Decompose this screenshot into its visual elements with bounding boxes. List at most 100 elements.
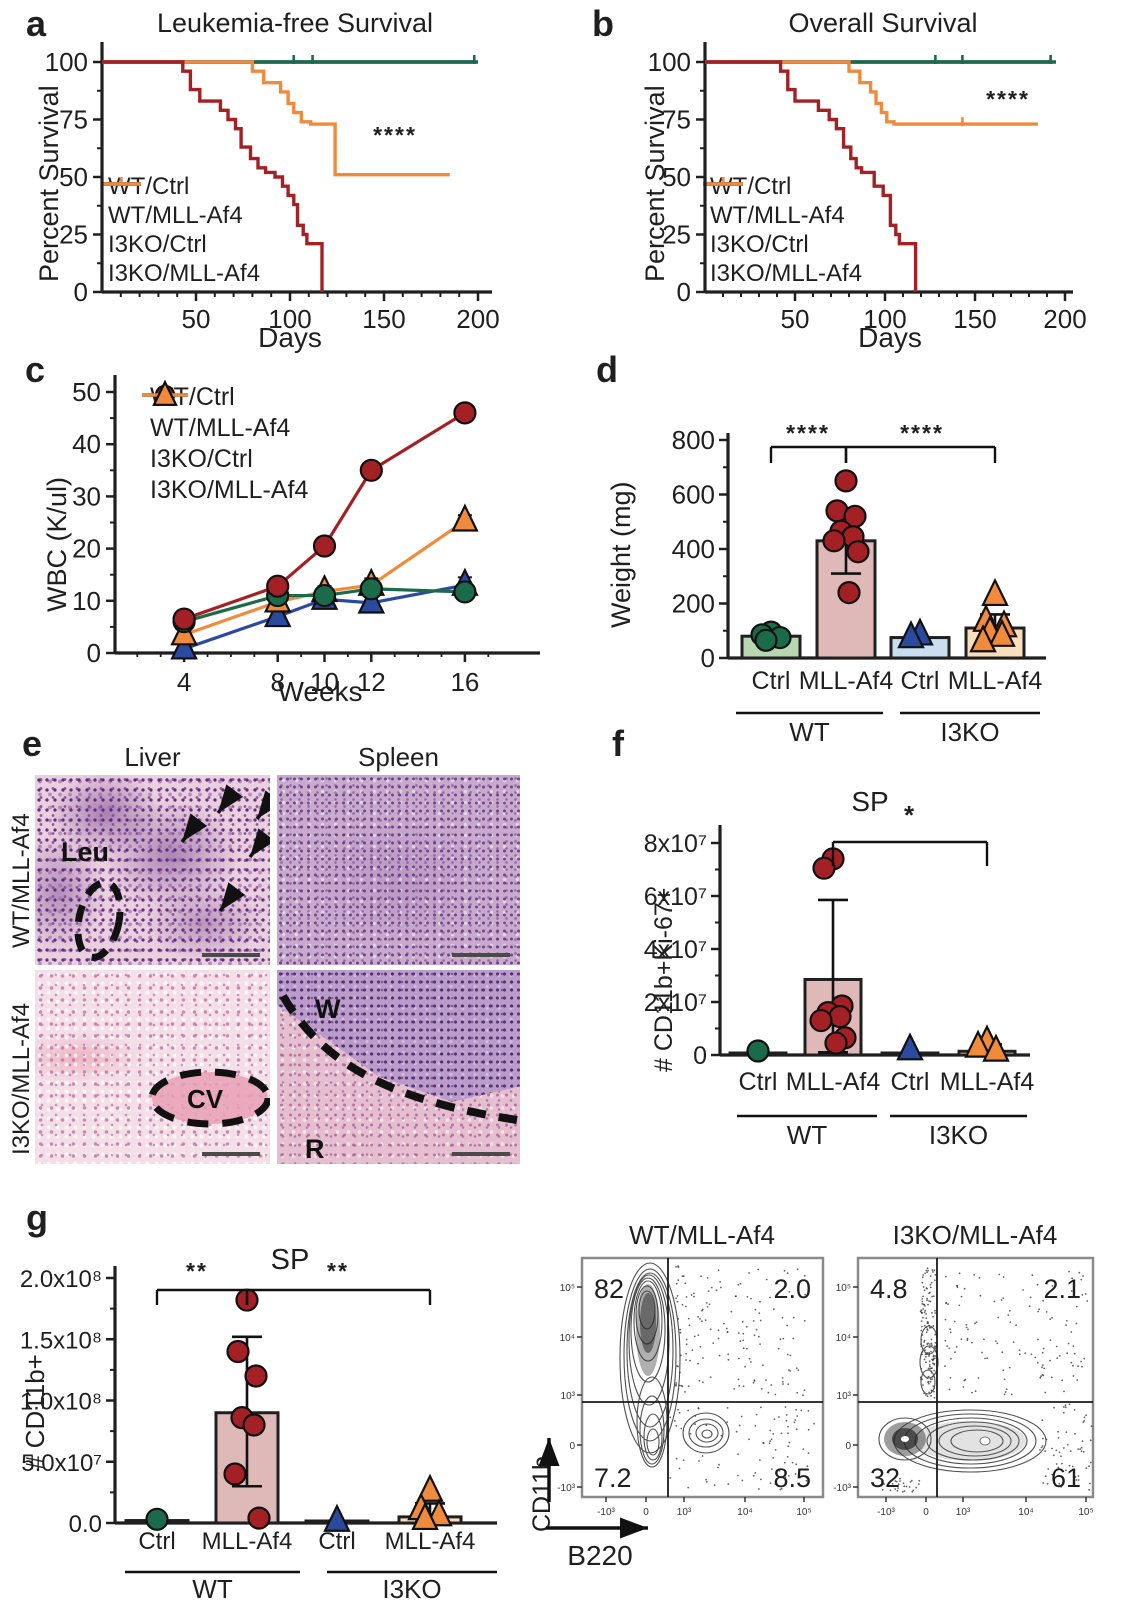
scatter-dot <box>1008 1309 1011 1312</box>
y-tick-label: 20 <box>72 534 101 564</box>
scatter-dot <box>929 1291 931 1294</box>
scatter-dot <box>981 1351 983 1354</box>
scatter-dot <box>752 1320 755 1322</box>
y-tick-label: 5.0x10⁷ <box>21 1450 102 1477</box>
scatter-dot <box>924 1349 927 1351</box>
flow-x-tick: 10³ <box>956 1507 971 1518</box>
scatter-dot <box>704 1319 707 1321</box>
scatter-dot <box>709 1328 712 1331</box>
scatter-dot <box>774 1449 777 1451</box>
scatter-dot <box>927 1303 929 1306</box>
scatter-dot <box>927 1382 930 1385</box>
leukemia-label: Leu <box>61 837 109 867</box>
scatter-dot <box>948 1388 951 1391</box>
data-point <box>170 631 198 660</box>
scatter-dot <box>1081 1293 1084 1296</box>
scatter-dot <box>921 1281 924 1284</box>
legend-swatch <box>101 177 141 186</box>
scatter-dot <box>901 1490 904 1493</box>
scatter-dot <box>1039 1376 1042 1379</box>
scatter-dot <box>760 1406 762 1409</box>
scatter-dot <box>737 1453 739 1455</box>
contour-ring <box>920 1369 936 1395</box>
scatter-dot <box>1012 1341 1015 1343</box>
panel-b-chart: 0 25 50 75 100 50 100 150 200 <box>648 42 1087 334</box>
scatter-dot <box>965 1326 968 1329</box>
contour-density <box>640 1293 656 1353</box>
scatter-dot <box>689 1432 692 1435</box>
scatter-dot <box>781 1377 784 1379</box>
legend-marker <box>152 379 178 406</box>
scatter-dot <box>760 1478 762 1481</box>
legend-swatch <box>142 379 188 406</box>
scatter-dot <box>928 1391 931 1394</box>
data-point <box>411 1501 439 1531</box>
scatter-dot <box>788 1441 791 1444</box>
scatter-dot <box>737 1283 740 1286</box>
scatter-dot <box>687 1486 690 1489</box>
scatter-dot <box>929 1283 932 1286</box>
scatter-dot <box>742 1332 745 1335</box>
scatter-dot <box>921 1276 924 1279</box>
scatter-dot <box>1085 1467 1088 1470</box>
scatter-dot <box>963 1287 966 1290</box>
flow-plot-wt: 10⁵ 10⁴ 10³ 0 -10³ -10³ 0 10³ 10⁴ 10⁵ 82 2.0 7.2 8.5 <box>557 1256 825 1518</box>
scatter-dot <box>926 1343 929 1345</box>
scatter-dot <box>783 1269 786 1272</box>
scatter-dot <box>1065 1431 1068 1433</box>
scatter-dot <box>1002 1276 1005 1278</box>
scatter-dot <box>924 1309 927 1312</box>
scatter-dot <box>701 1309 703 1312</box>
scatter-dot <box>945 1301 948 1304</box>
scatter-dot <box>1045 1311 1048 1313</box>
x-tick-label: 10 <box>310 667 339 697</box>
scatter-dot <box>923 1358 926 1361</box>
legend-label: WT/MLL-Af4 <box>710 201 845 229</box>
scatter-dot <box>926 1395 929 1398</box>
data-point <box>266 574 290 598</box>
data-point <box>242 1413 266 1437</box>
category-label: Ctrl <box>891 1068 930 1096</box>
scatter-dot <box>986 1357 989 1359</box>
scatter-dot <box>947 1303 949 1305</box>
scatter-dot <box>926 1297 928 1300</box>
scatter-dot <box>1062 1406 1065 1408</box>
data-point <box>223 1462 247 1486</box>
scatter-dot <box>746 1347 748 1350</box>
scatter-dot <box>789 1370 792 1372</box>
y-tick-label: 25 <box>662 220 691 250</box>
panel-d-sig-1: **** <box>786 420 830 446</box>
scatter-dot <box>929 1300 932 1303</box>
y-tick-label: 200 <box>672 589 715 619</box>
legend-item-i3ko-mll-af4: I3KO/MLL-Af4 <box>140 379 308 506</box>
scatter-dot <box>677 1408 679 1411</box>
scatter-dot <box>791 1461 794 1464</box>
scatter-dot <box>697 1334 700 1336</box>
x-tick-label: 200 <box>456 304 499 334</box>
scatter-dot <box>1073 1352 1076 1355</box>
data-point <box>312 534 337 558</box>
scatter-dot <box>910 1479 913 1482</box>
panel-a-significance: **** <box>373 122 417 148</box>
scatter-dot <box>932 1315 934 1318</box>
data-point <box>812 856 836 880</box>
scatter-dot <box>927 1380 930 1383</box>
scatter-dot <box>675 1265 677 1268</box>
panel-f-sp-label: SP <box>851 786 889 817</box>
scatter-dot <box>1015 1324 1017 1326</box>
y-tick-label: 2.0x10⁸ <box>20 1266 102 1293</box>
scatter-dot <box>917 1483 920 1485</box>
scatter-dot <box>1080 1360 1082 1363</box>
row-label-i3ko-mll-af4: I3KO/MLL-Af4 <box>8 1002 35 1155</box>
y-tick-label: 0 <box>87 638 101 668</box>
scatter-dot <box>949 1331 952 1334</box>
scatter-dot <box>687 1385 690 1387</box>
scatter-dot <box>998 1273 1001 1276</box>
scatter-dot <box>767 1391 770 1394</box>
scatter-dot <box>769 1296 771 1299</box>
scatter-dot <box>960 1338 963 1341</box>
survival-curve-i3ko-mll-af4 <box>705 60 1038 126</box>
scatter-dot <box>950 1357 952 1360</box>
scatter-dot <box>682 1275 685 1278</box>
